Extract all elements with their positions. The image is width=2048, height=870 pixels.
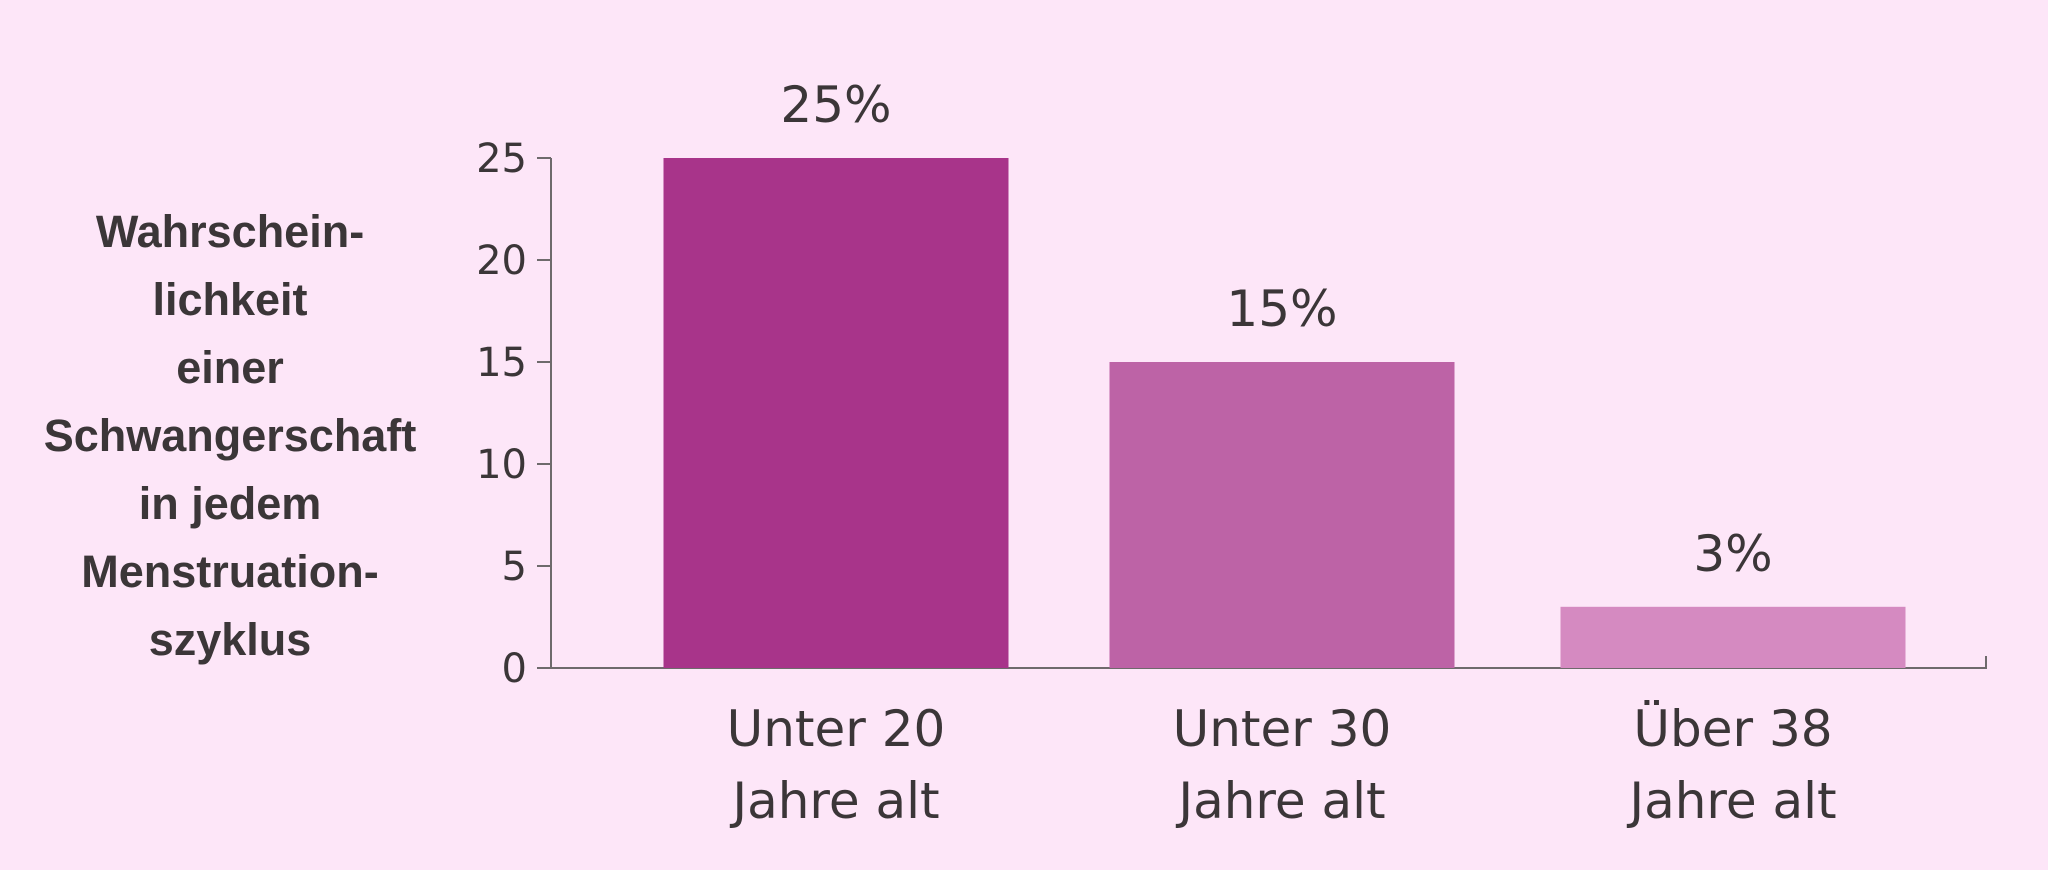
y-axis-label-line: Wahrschein- bbox=[95, 206, 365, 257]
x-category-label: Über 38 bbox=[1633, 700, 1832, 758]
y-tick-label: 5 bbox=[502, 544, 527, 590]
x-category-label: Jahre alt bbox=[1175, 772, 1385, 830]
data-label: 25% bbox=[780, 76, 891, 134]
x-category-label: Jahre alt bbox=[729, 772, 939, 830]
y-axis-label-line: Schwangerschaft bbox=[43, 410, 417, 461]
x-category-label: Jahre alt bbox=[1626, 772, 1836, 830]
y-tick-label: 20 bbox=[476, 238, 527, 284]
bar bbox=[1560, 606, 1906, 668]
x-category-label: Unter 30 bbox=[1173, 700, 1392, 758]
bar bbox=[1109, 362, 1455, 668]
y-axis-label: Wahrschein-lichkeit einer Schwangerschaft i… bbox=[20, 198, 440, 674]
y-tick-label: 15 bbox=[476, 340, 527, 386]
y-axis-label-line: in jedem bbox=[138, 478, 322, 529]
y-tick-label: 10 bbox=[476, 442, 527, 488]
y-axis-label-line: einer bbox=[176, 342, 284, 393]
bar bbox=[663, 158, 1009, 668]
y-axis-label-line: Menstruation- bbox=[81, 546, 379, 597]
data-label: 3% bbox=[1693, 525, 1772, 583]
x-category-label: Unter 20 bbox=[727, 700, 946, 758]
y-tick-label: 0 bbox=[502, 646, 527, 692]
y-axis-label-line: lichkeit bbox=[152, 274, 308, 325]
y-axis-label-line: szyklus bbox=[148, 614, 312, 665]
y-tick-label: 25 bbox=[476, 136, 527, 182]
data-label: 15% bbox=[1226, 280, 1337, 338]
